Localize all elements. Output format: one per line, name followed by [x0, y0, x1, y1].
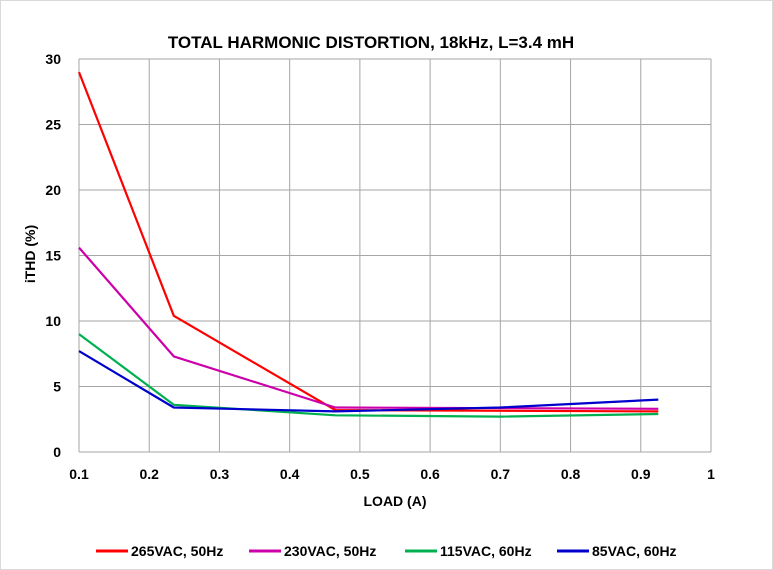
y-axis-label: iTHD (%)	[22, 225, 38, 283]
legend-label-3: 115VAC, 60Hz	[440, 543, 532, 559]
series-line-1	[77, 71, 659, 413]
x-tick-label: 0.7	[491, 466, 511, 482]
x-tick-label: 1	[707, 466, 715, 482]
x-tick-label: 0.3	[210, 466, 230, 482]
grid-layer	[78, 58, 712, 453]
chart-title: TOTAL HARMONIC DISTORTION, 18kHz, L=3.4 …	[168, 33, 574, 52]
x-tick-label: 0.9	[631, 466, 651, 482]
legend-label-4: 85VAC, 60Hz	[592, 543, 677, 559]
x-tick-label: 0.1	[69, 466, 89, 482]
legend: 265VAC, 50Hz 230VAC, 50Hz 115VAC, 60Hz 85VA…	[96, 543, 677, 559]
x-tick-label: 0.2	[139, 466, 159, 482]
legend-label-1: 265VAC, 50Hz	[131, 543, 223, 559]
legend-label-2: 230VAC, 50Hz	[284, 543, 376, 559]
x-axis-label: LOAD (A)	[364, 493, 427, 509]
y-tick-label: 0	[53, 444, 61, 460]
series-layer	[77, 71, 659, 418]
x-tick-label: 0.5	[350, 466, 370, 482]
y-tick-label: 25	[45, 117, 61, 133]
y-tick-label: 15	[45, 248, 61, 264]
series-line-2	[78, 246, 659, 410]
y-tick-label: 5	[53, 379, 61, 395]
x-tick-label: 0.4	[280, 466, 300, 482]
series-line-3	[78, 333, 659, 418]
x-tick-label: 0.6	[420, 466, 440, 482]
y-tick-label: 20	[45, 182, 61, 198]
x-tick-label: 0.8	[561, 466, 581, 482]
series-line-4	[78, 350, 659, 413]
y-tick-label: 30	[45, 51, 61, 67]
y-tick-label: 10	[45, 313, 61, 329]
